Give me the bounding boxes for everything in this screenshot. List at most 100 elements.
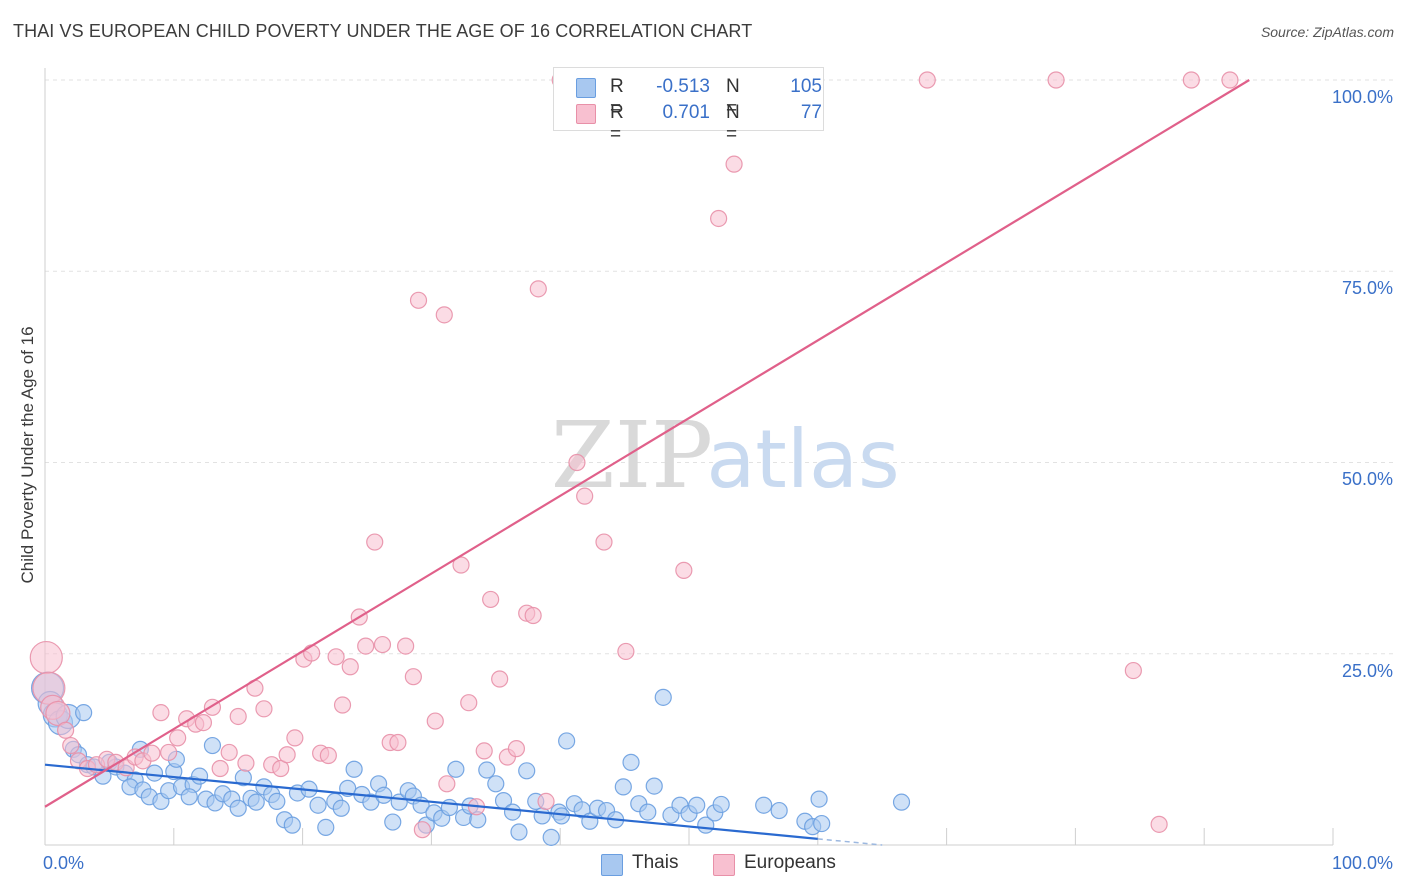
thais-trend-line	[44, 763, 818, 840]
europeans-point	[675, 561, 693, 579]
europeans-point	[413, 821, 431, 839]
europeans-point	[404, 668, 422, 686]
europeans-point	[303, 644, 321, 662]
europeans-legend-swatch	[713, 854, 735, 876]
thais-point	[770, 801, 788, 820]
europeans-point	[397, 637, 415, 655]
thais-point	[810, 790, 828, 808]
chart-title: THAI VS EUROPEAN CHILD POVERTY UNDER THE…	[13, 21, 753, 41]
thais-point	[309, 796, 327, 814]
correlation-legend: R = -0.513 N = 105 R = 0.701 N = 77	[553, 67, 824, 145]
europeans-point	[725, 155, 743, 173]
europeans-point	[160, 743, 178, 762]
n-value: 77	[800, 102, 822, 123]
europeans-point	[1182, 71, 1200, 89]
europeans-point	[475, 742, 493, 760]
europeans-point	[617, 642, 635, 661]
europeans-point	[576, 487, 594, 505]
y-tick-label: 75.0%	[1342, 278, 1393, 298]
europeans-point	[482, 590, 500, 609]
thais-swatch	[576, 78, 596, 98]
europeans-point	[507, 740, 526, 758]
europeans-point	[366, 533, 384, 551]
thais-point	[283, 816, 301, 834]
europeans-point	[1047, 71, 1065, 89]
europeans-point	[194, 713, 213, 732]
europeans-point	[237, 754, 255, 772]
europeans-point	[229, 707, 247, 726]
thais-point	[813, 814, 831, 833]
thais-point	[487, 775, 505, 793]
thais-point	[145, 764, 164, 782]
r-label: R =	[610, 102, 624, 145]
grid-layer	[44, 68, 1393, 846]
europeans-point	[272, 759, 290, 778]
europeans-point	[45, 700, 71, 727]
thais-point	[542, 828, 560, 846]
thais-point	[622, 753, 640, 771]
thais-point	[190, 767, 209, 785]
thais-point	[317, 818, 335, 837]
europeans-point	[327, 648, 345, 666]
thais-point	[375, 786, 393, 804]
r-value: 0.701	[662, 102, 710, 123]
europeans-point	[568, 453, 586, 472]
n-value: 105	[790, 76, 822, 97]
thais-point	[755, 796, 773, 814]
europeans-point	[1124, 661, 1142, 680]
trend-layer	[44, 79, 1250, 846]
europeans-point	[29, 640, 63, 675]
europeans-point	[426, 712, 444, 730]
europeans-point	[529, 280, 547, 298]
thais-trend-extension	[817, 838, 883, 846]
watermark: ZIP atlas	[551, 402, 900, 509]
europeans-point	[357, 637, 375, 655]
thais-point	[639, 803, 657, 821]
europeans-point	[435, 306, 453, 324]
europeans-point	[220, 743, 238, 762]
x-tick-label: 100.0%	[1332, 853, 1393, 873]
thais-point	[447, 760, 465, 778]
x-tick-label: 0.0%	[43, 853, 84, 873]
europeans-point	[278, 746, 296, 764]
europeans-point	[710, 209, 728, 228]
source-label: Source: ZipAtlas.com	[1260, 24, 1394, 40]
europeans-point	[152, 704, 170, 722]
europeans-point	[373, 635, 392, 654]
watermark-atlas: atlas	[706, 413, 899, 506]
europeans-point	[341, 658, 359, 676]
thais-legend-label: Thais	[632, 852, 679, 873]
thais-point	[384, 813, 402, 831]
europeans-point	[333, 696, 352, 714]
europeans-point	[460, 694, 478, 712]
thais-point	[203, 736, 222, 755]
europeans-point	[57, 721, 75, 739]
thais-point	[503, 803, 522, 821]
europeans-point	[918, 71, 936, 89]
ticks-layer: 25.0% 50.0% 75.0% 100.0% 0.0% 100.0%	[43, 87, 1393, 873]
europeans-point	[524, 606, 542, 625]
thais-point	[345, 760, 363, 778]
europeans-swatch	[576, 104, 596, 124]
europeans-legend-label: Europeans	[744, 852, 836, 873]
thais-point	[332, 799, 350, 817]
thais-point	[268, 792, 286, 810]
thais-point	[478, 761, 496, 779]
europeans-point	[1221, 71, 1239, 89]
europeans-point	[255, 700, 273, 718]
europeans-point	[1150, 815, 1168, 833]
europeans-point	[169, 729, 187, 747]
thais-point	[533, 807, 551, 825]
n-label: N =	[726, 102, 740, 145]
thais-point	[518, 762, 536, 780]
thais-point	[75, 704, 93, 722]
europeans-point	[62, 736, 80, 755]
thais-point	[229, 799, 247, 817]
thais-point	[558, 732, 576, 750]
europeans-point	[286, 729, 304, 747]
thais-point	[510, 823, 528, 841]
thais-legend-swatch	[601, 854, 623, 876]
y-axis-label: Child Poverty Under the Age of 16	[18, 326, 37, 584]
europeans-point	[452, 556, 470, 574]
